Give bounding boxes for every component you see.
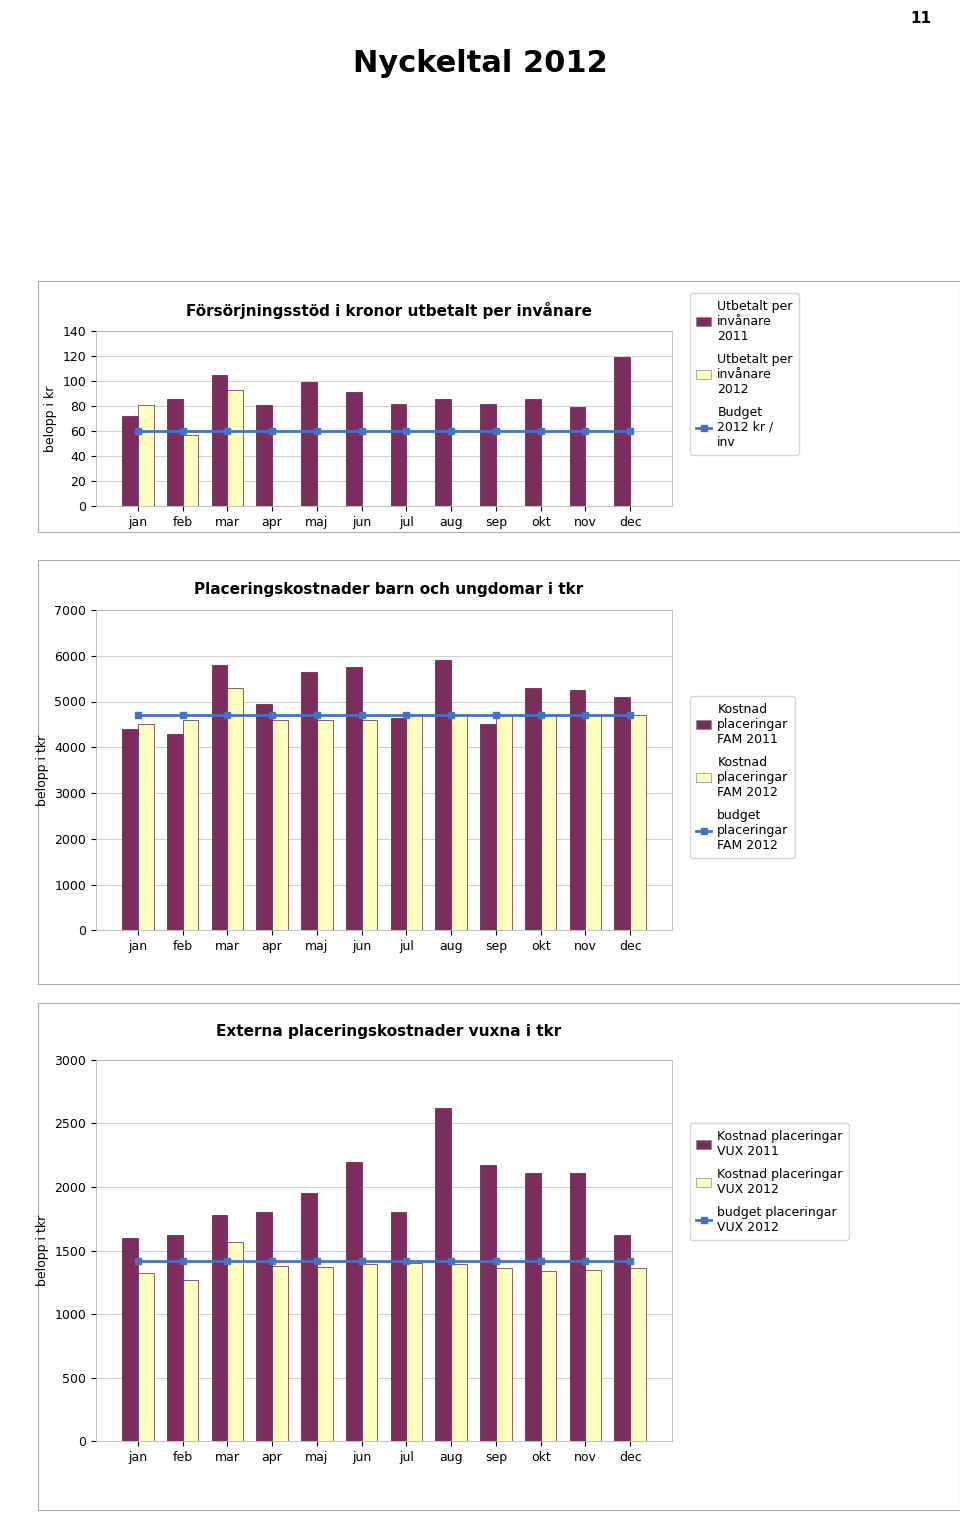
Bar [630,1269,646,1441]
Bar [525,1173,540,1441]
Bar [569,689,586,930]
Bar [406,1263,422,1441]
Bar [391,717,406,930]
Text: Externa placeringskostnader vuxna i tkr: Externa placeringskostnader vuxna i tkr [216,1023,562,1039]
Bar [586,1269,601,1441]
Bar [256,1212,272,1441]
Bar [272,720,288,930]
Y-axis label: belopp i tkr: belopp i tkr [36,735,49,805]
Bar [630,715,646,930]
Bar [317,1267,332,1441]
Bar [182,1279,199,1441]
Bar [614,697,630,930]
Bar [138,404,154,506]
Bar [228,390,243,506]
Bar [346,668,362,930]
Bar [167,398,182,506]
Bar [362,1264,377,1441]
Bar [540,715,556,930]
Bar [451,1264,467,1441]
Bar [346,392,362,506]
Bar [346,1162,362,1441]
Bar [391,1212,406,1441]
Bar [228,688,243,930]
Text: Placeringskostnader barn och ungdomar i tkr: Placeringskostnader barn och ungdomar i … [194,583,584,596]
Bar [138,724,154,930]
Bar [167,1235,182,1441]
Bar [256,703,272,930]
Bar [436,660,451,930]
Legend: Utbetalt per
invånare
2011, Utbetalt per
invånare
2012, Budget
2012 kr /
inv: Utbetalt per invånare 2011, Utbetalt per… [690,293,799,454]
Bar [301,383,317,506]
Bar [451,715,467,930]
Bar [496,1269,512,1441]
Bar [138,1273,154,1441]
Legend: Kostnad
placeringar
FAM 2011, Kostnad
placeringar
FAM 2012, budget
placeringar
F: Kostnad placeringar FAM 2011, Kostnad pl… [690,697,795,857]
Bar [406,715,422,930]
Bar [256,404,272,506]
Bar [317,720,332,930]
Text: Nyckeltal 2012: Nyckeltal 2012 [352,49,608,78]
Bar [614,357,630,506]
Bar [391,404,406,506]
Text: 11: 11 [910,11,931,26]
Bar [167,734,182,930]
Bar [212,375,228,506]
Bar [569,407,586,506]
Bar [540,1270,556,1441]
Bar [122,1238,138,1441]
Bar [586,715,601,930]
Bar [480,1165,496,1441]
Bar [228,1241,243,1441]
Bar [525,688,540,930]
Bar [182,435,199,506]
Legend: Kostnad placeringar
VUX 2011, Kostnad placeringar
VUX 2012, budget placeringar
V: Kostnad placeringar VUX 2011, Kostnad pl… [690,1124,849,1240]
Bar [182,720,199,930]
Bar [212,1215,228,1441]
Bar [436,398,451,506]
Bar [436,1109,451,1441]
Bar [122,416,138,506]
Bar [614,1235,630,1441]
Bar [525,398,540,506]
Bar [480,404,496,506]
Bar [496,715,512,930]
Y-axis label: belopp i tkr: belopp i tkr [36,1215,49,1286]
Text: Försörjningsstöd i kronor utbetalt per invånare: Försörjningsstöd i kronor utbetalt per i… [185,302,591,319]
Bar [301,671,317,930]
Bar [272,1266,288,1441]
Y-axis label: belopp i kr: belopp i kr [44,386,57,451]
Bar [480,724,496,930]
Bar [362,720,377,930]
Bar [301,1193,317,1441]
Bar [212,665,228,930]
Bar [569,1173,586,1441]
Bar [122,729,138,930]
